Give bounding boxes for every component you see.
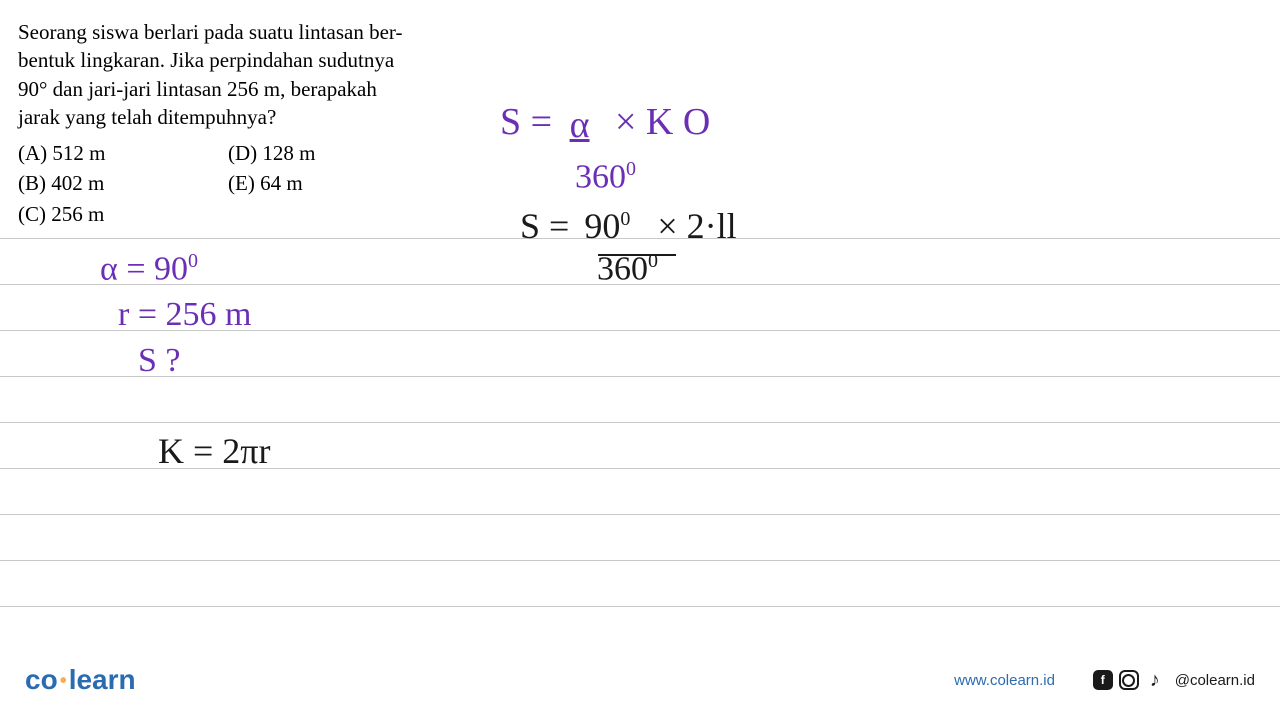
hw-s-calc: S = 900 × 2·ll — [520, 205, 737, 247]
tiktok-icon[interactable]: ♪ — [1145, 670, 1165, 690]
hw-s-calc-360: 360 — [597, 250, 648, 287]
hw-s-formula: S = α × K O — [500, 100, 710, 144]
instagram-icon[interactable] — [1119, 670, 1139, 690]
problem-line1: Seorang siswa berlari pada suatu lintasa… — [18, 20, 402, 44]
hw-s-denom-deg: 0 — [626, 158, 636, 180]
social-links: f ♪ @colearn.id — [1093, 670, 1255, 690]
option-c: (C) 256 m — [18, 199, 228, 229]
hw-s-x-ko: × K O — [615, 101, 710, 143]
logo: co•learn — [25, 664, 136, 696]
hw-s-calc-lhs: S = — [520, 206, 569, 246]
hw-s-alpha: α — [562, 106, 598, 144]
option-a: (A) 512 m — [18, 138, 228, 168]
hw-s-calc-90-deg: 0 — [620, 208, 630, 230]
website-link[interactable]: www.colearn.id — [954, 672, 1055, 689]
facebook-icon[interactable]: f — [1093, 670, 1113, 690]
hw-s-denom: 3600 — [575, 158, 636, 196]
hw-s-lhs: S = — [500, 101, 552, 143]
footer: co•learn www.colearn.id f ♪ @colearn.id — [0, 660, 1280, 700]
hw-s-question: S ? — [138, 342, 181, 380]
hw-s-calc-denom: 3600 — [597, 250, 658, 288]
option-e: (E) 64 m — [228, 168, 408, 198]
hw-s-calc-90: 90 — [584, 206, 620, 246]
logo-dot-icon: • — [60, 670, 67, 692]
answer-options: (A) 512 m (D) 128 m (B) 402 m (E) 64 m (… — [18, 138, 408, 229]
social-handle: @colearn.id — [1175, 672, 1255, 689]
hw-alpha-text: α = 90 — [100, 250, 188, 287]
hw-s-calc-mult: × 2·ll — [657, 206, 736, 246]
hw-alpha: α = 900 — [100, 250, 198, 288]
hw-k-formula: K = 2πr — [158, 430, 270, 472]
hw-r: r = 256 m — [118, 296, 251, 334]
problem-line4: jarak yang telah ditempuhnya? — [18, 105, 276, 129]
problem-line2: bentuk lingkaran. Jika perpindahan sudut… — [18, 48, 394, 72]
problem-text: Seorang siswa berlari pada suatu lintasa… — [18, 18, 448, 131]
hw-alpha-deg: 0 — [188, 250, 198, 272]
option-b: (B) 402 m — [18, 168, 228, 198]
hw-s-calc-360-deg: 0 — [648, 250, 658, 272]
hw-s-denom-360: 360 — [575, 158, 626, 195]
problem-line3: 90° dan jari-jari lintasan 256 m, berapa… — [18, 77, 377, 101]
option-d: (D) 128 m — [228, 138, 408, 168]
logo-co: co — [25, 664, 58, 695]
logo-learn: learn — [69, 664, 136, 695]
